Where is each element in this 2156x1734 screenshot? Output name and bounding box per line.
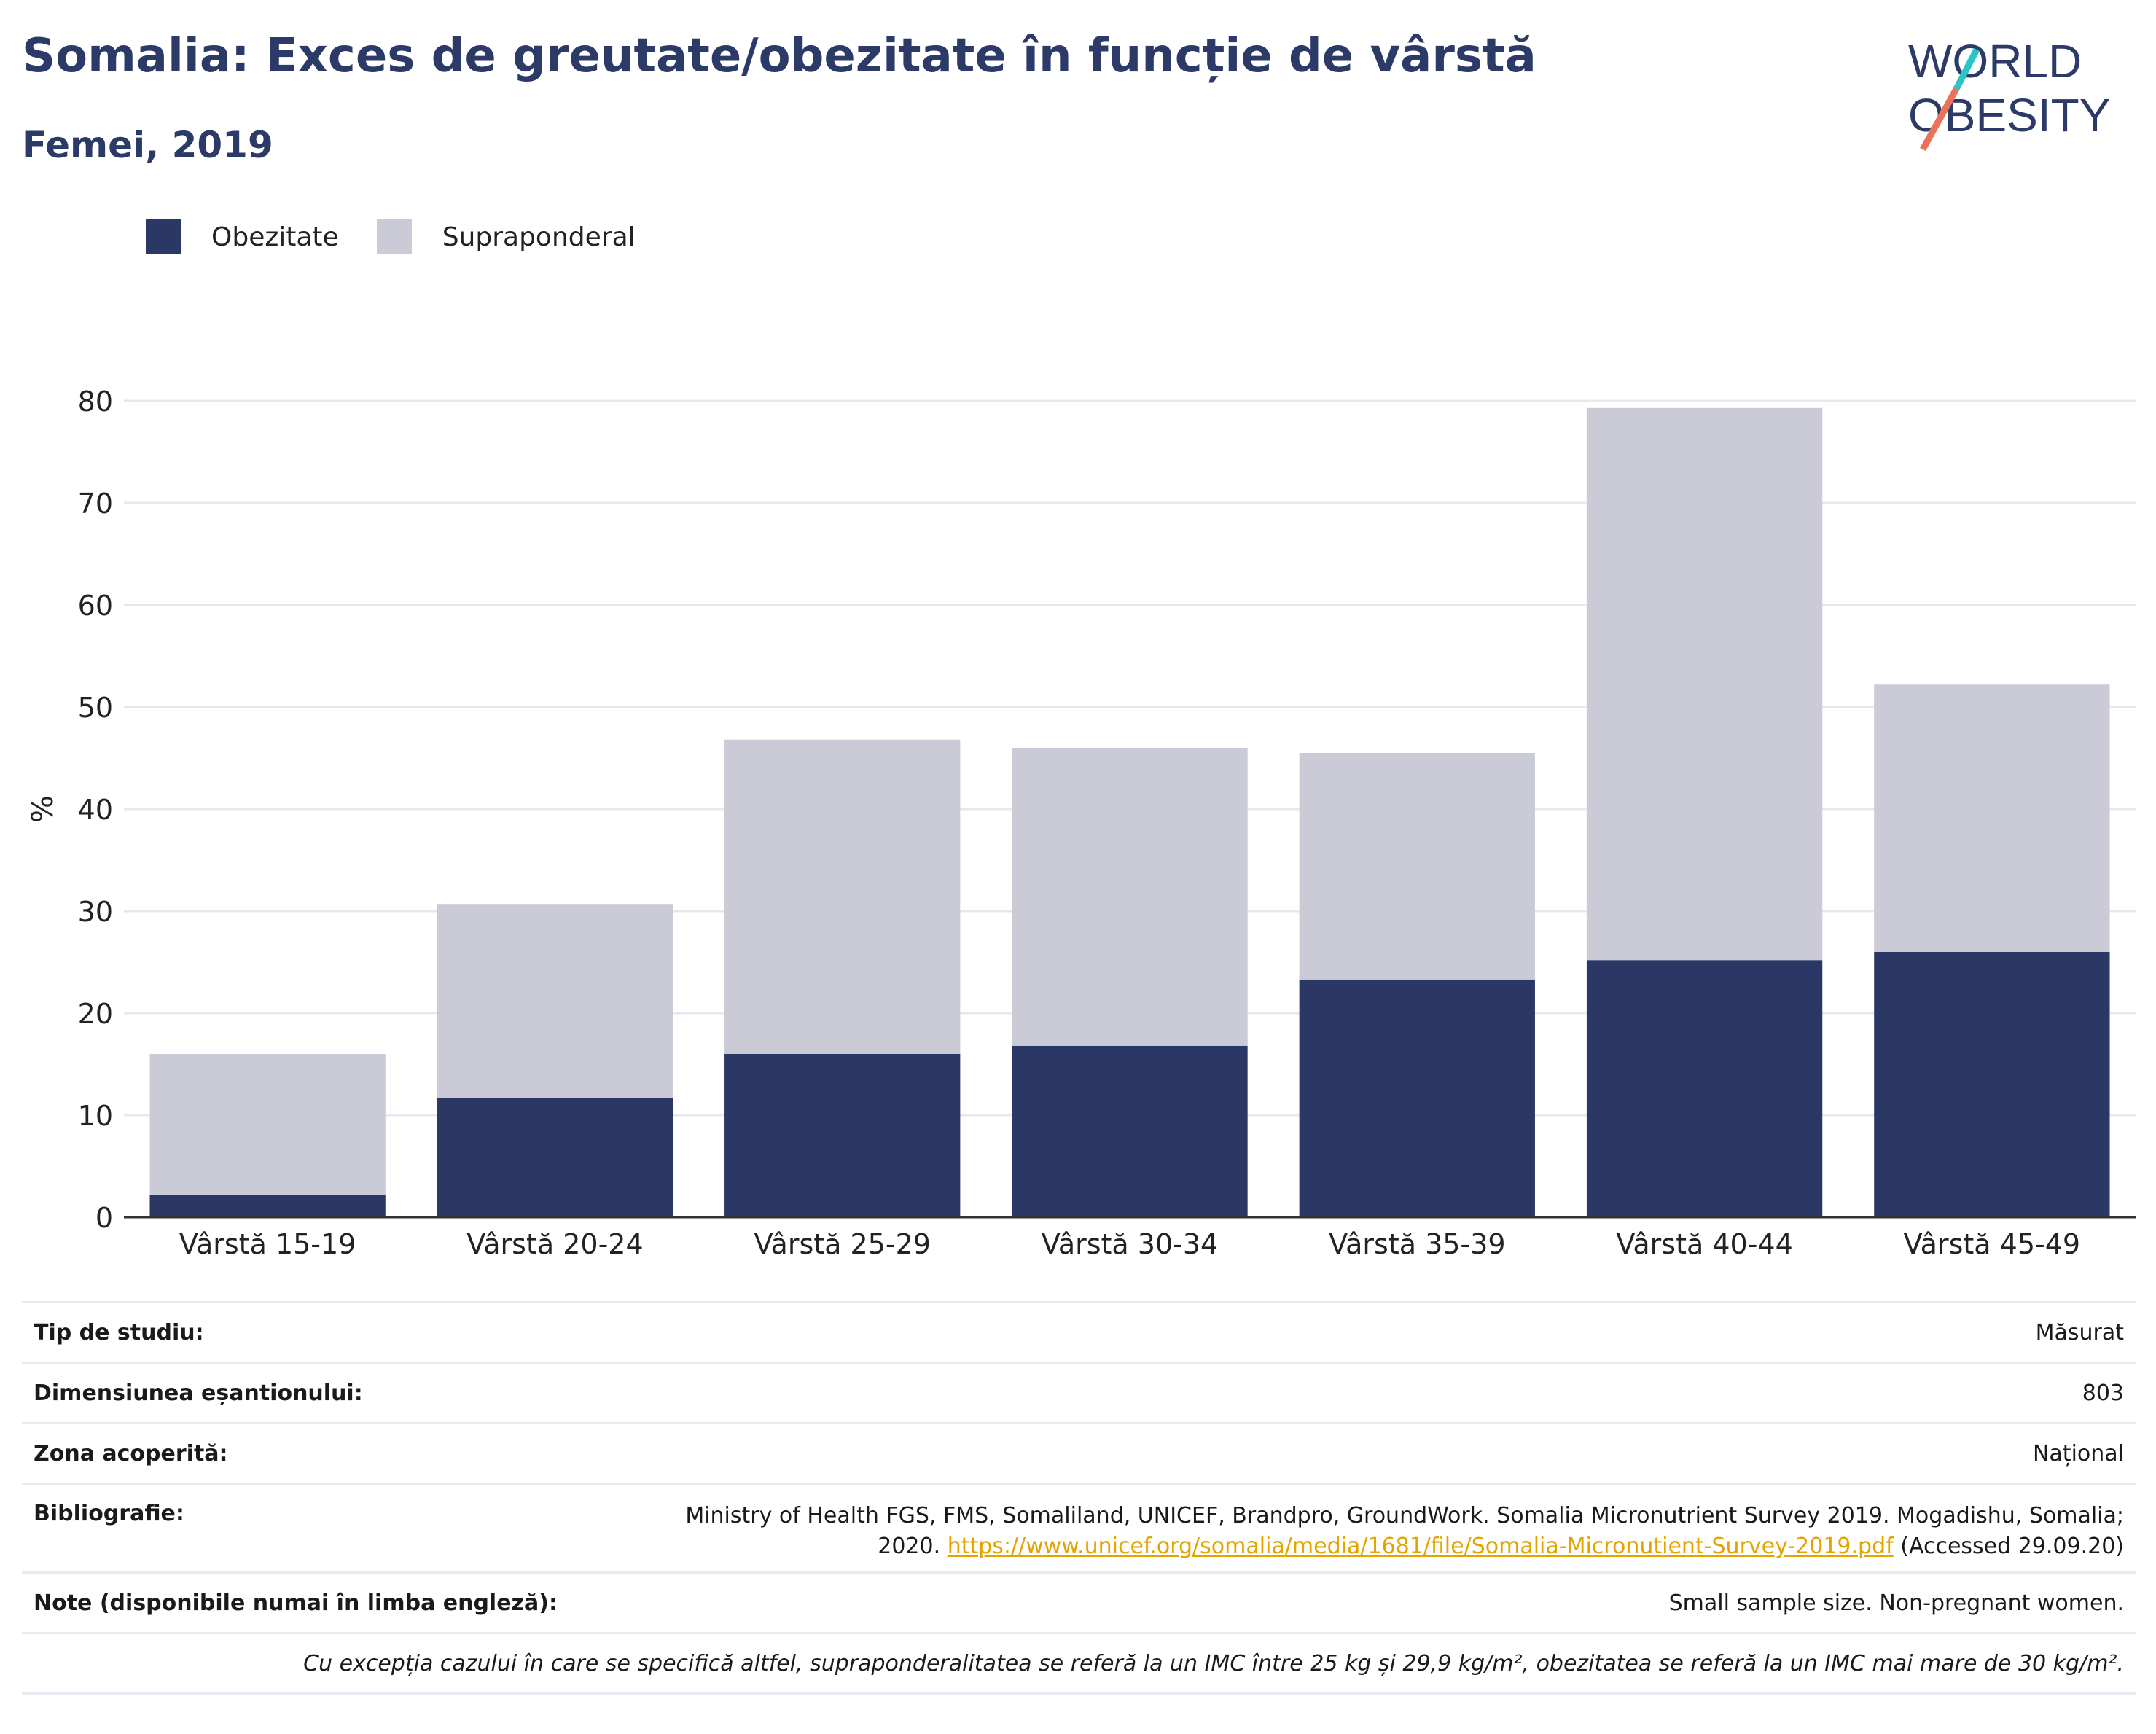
logo-slash-teal xyxy=(1953,47,1980,91)
chart-subtitle: Femei, 2019 xyxy=(22,124,273,166)
legend-label-overweight: Supraponderal xyxy=(442,222,636,252)
y-axis-label: % xyxy=(26,795,60,823)
legend-label-obesity: Obezitate xyxy=(211,222,339,252)
y-tick-label: 40 xyxy=(78,794,113,826)
legend-item-overweight[interactable]: Supraponderal xyxy=(376,219,636,254)
bar-chart: 0 10 20 30 40 50 60 70 80% Vârstă 15-19 Vârstă 20-… xyxy=(26,386,2136,1260)
logo-line1: WORLD xyxy=(1908,35,2082,87)
bar-overweight xyxy=(437,904,673,1098)
sample-size-value: 803 xyxy=(2082,1380,2124,1406)
legend-item-obesity[interactable]: Obezitate xyxy=(146,219,339,254)
chart-title: Somalia: Exces de greutate/obezitate în … xyxy=(22,29,1536,83)
world-obesity-logo: WORLD OBESITY xyxy=(1908,35,2110,152)
bar-obesity xyxy=(437,1098,673,1217)
x-tick-label: Vârstă 45-49 xyxy=(1904,1228,2080,1260)
study-type-value: Măsurat xyxy=(2035,1319,2124,1346)
bar-overweight xyxy=(1874,684,2110,952)
notes-label: Note (disponibile numai în limba engleză… xyxy=(34,1590,558,1616)
coverage-label: Zona acoperită: xyxy=(34,1440,228,1467)
bar-overweight xyxy=(1299,753,1535,980)
bar-obesity xyxy=(1586,960,1823,1217)
x-tick-label: Vârstă 20-24 xyxy=(466,1228,643,1260)
info-row-study-type: Tip de studiu: Măsurat xyxy=(22,1301,2136,1362)
study-type-label: Tip de studiu: xyxy=(34,1319,204,1346)
bibliography-year: 2020. xyxy=(878,1534,941,1559)
y-tick-label: 80 xyxy=(78,386,113,418)
info-row-coverage: Zona acoperită: Național xyxy=(22,1422,2136,1483)
bar-overweight xyxy=(724,739,961,1054)
info-row-footnote: Cu excepția cazului în care se specifică… xyxy=(22,1632,2136,1695)
x-tick-label: Vârstă 25-29 xyxy=(754,1228,930,1260)
info-row-bibliography: Bibliografie: Ministry of Health FGS, FM… xyxy=(22,1483,2136,1571)
info-row-sample-size: Dimensiunea eșantionului: 803 xyxy=(22,1362,2136,1422)
legend-swatch-obesity xyxy=(146,219,181,254)
x-tick-label: Vârstă 30-34 xyxy=(1042,1228,1218,1260)
legend: Obezitate Supraponderal xyxy=(146,215,673,259)
bibliography-label: Bibliografie: xyxy=(34,1501,184,1526)
bar-obesity xyxy=(1299,979,1535,1217)
sample-size-label: Dimensiunea eșantionului: xyxy=(34,1380,363,1406)
coverage-value: Național xyxy=(2032,1440,2124,1467)
bar-obesity xyxy=(1012,1045,1248,1217)
x-tick-label: Vârstă 15-19 xyxy=(179,1228,356,1260)
x-tick-label: Vârstă 40-44 xyxy=(1616,1228,1792,1260)
y-tick-label: 0 xyxy=(95,1202,113,1234)
bibliography-value: Ministry of Health FGS, FMS, Somaliland,… xyxy=(557,1501,2124,1562)
bar-obesity xyxy=(724,1054,961,1217)
y-tick-label: 60 xyxy=(78,590,113,622)
bibliography-text: Ministry of Health FGS, FMS, Somaliland,… xyxy=(685,1503,2124,1528)
bar-overweight xyxy=(1586,407,1823,961)
bar-obesity xyxy=(1874,952,2110,1217)
info-table: Tip de studiu: Măsurat Dimensiunea eșant… xyxy=(22,1301,2136,1695)
y-tick-label: 20 xyxy=(78,998,113,1030)
bar-overweight xyxy=(1012,748,1248,1046)
logo-slash-red xyxy=(1920,87,1959,152)
bibliography-link[interactable]: https://www.unicef.org/somalia/media/168… xyxy=(947,1534,1894,1559)
y-tick-label: 30 xyxy=(78,896,113,928)
bibliography-accessed: (Accessed 29.09.20) xyxy=(1900,1534,2124,1559)
bar-obesity xyxy=(149,1195,386,1217)
y-tick-label: 10 xyxy=(78,1100,113,1132)
bar-overweight xyxy=(149,1054,386,1195)
legend-swatch-overweight xyxy=(376,219,412,254)
x-tick-label: Vârstă 35-39 xyxy=(1329,1228,1505,1260)
y-tick-label: 50 xyxy=(78,692,113,724)
footnote-text: Cu excepția cazului în care se specifică… xyxy=(303,1650,2124,1676)
y-tick-label: 70 xyxy=(78,488,113,520)
info-row-notes: Note (disponibile numai în limba engleză… xyxy=(22,1571,2136,1632)
notes-value: Small sample size. Non-pregnant women. xyxy=(1668,1590,2124,1616)
